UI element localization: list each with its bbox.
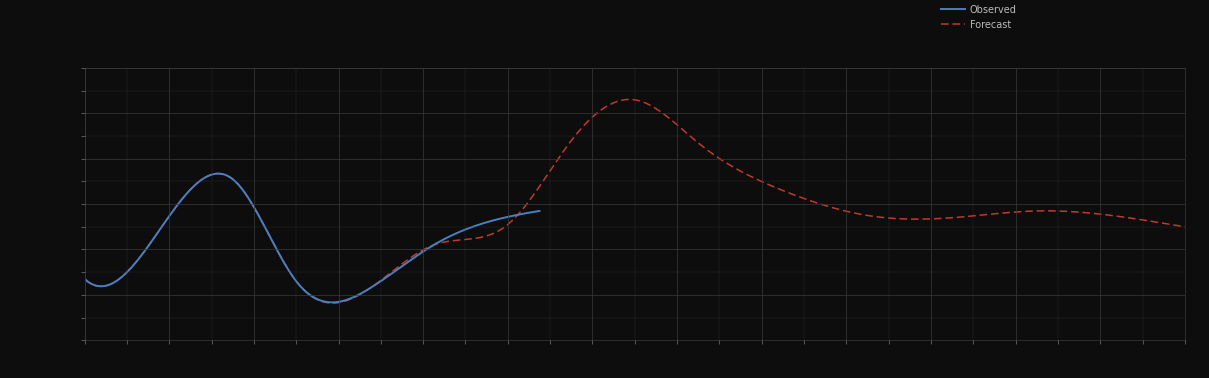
Legend: Observed, Forecast: Observed, Forecast bbox=[941, 5, 1017, 30]
